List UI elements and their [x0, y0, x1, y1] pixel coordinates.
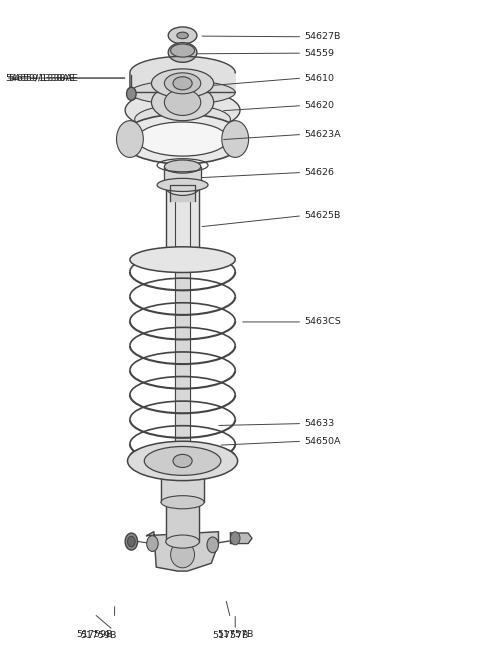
- Ellipse shape: [130, 443, 235, 469]
- Ellipse shape: [137, 122, 228, 156]
- Text: 51759B: 51759B: [76, 630, 112, 639]
- Text: 54659/1338AE: 54659/1338AE: [5, 74, 75, 83]
- Polygon shape: [164, 167, 201, 185]
- Ellipse shape: [127, 87, 136, 101]
- Ellipse shape: [144, 447, 221, 476]
- Polygon shape: [166, 502, 199, 541]
- Ellipse shape: [230, 532, 240, 545]
- Ellipse shape: [152, 69, 214, 98]
- Text: 54626: 54626: [305, 168, 335, 177]
- Ellipse shape: [166, 248, 199, 264]
- Ellipse shape: [128, 442, 238, 481]
- Ellipse shape: [135, 105, 230, 134]
- Polygon shape: [130, 57, 235, 93]
- Ellipse shape: [222, 121, 249, 158]
- Ellipse shape: [152, 84, 214, 121]
- Ellipse shape: [157, 178, 208, 191]
- Polygon shape: [175, 167, 190, 532]
- Ellipse shape: [170, 541, 194, 568]
- Ellipse shape: [161, 462, 204, 478]
- Text: 54623A: 54623A: [305, 130, 341, 139]
- Text: 54610: 54610: [305, 74, 335, 83]
- Text: 5463CS: 5463CS: [305, 317, 341, 327]
- Ellipse shape: [161, 495, 204, 509]
- Ellipse shape: [170, 44, 194, 57]
- Ellipse shape: [128, 536, 135, 547]
- Ellipse shape: [168, 27, 197, 44]
- Ellipse shape: [125, 89, 240, 131]
- Polygon shape: [170, 185, 195, 201]
- Ellipse shape: [130, 247, 235, 273]
- Text: 51757B: 51757B: [212, 631, 249, 641]
- Polygon shape: [230, 533, 252, 543]
- Text: 54559: 54559: [305, 49, 335, 58]
- Ellipse shape: [166, 179, 199, 195]
- Ellipse shape: [166, 535, 199, 548]
- Ellipse shape: [173, 455, 192, 468]
- Polygon shape: [166, 187, 199, 256]
- Ellipse shape: [173, 77, 192, 90]
- Text: 54620: 54620: [305, 101, 335, 110]
- Ellipse shape: [130, 81, 235, 104]
- Ellipse shape: [207, 537, 218, 553]
- Ellipse shape: [177, 32, 188, 39]
- Ellipse shape: [125, 533, 138, 550]
- Text: 54625B: 54625B: [305, 212, 341, 220]
- Ellipse shape: [147, 535, 158, 551]
- Text: 54627B: 54627B: [305, 32, 341, 41]
- Ellipse shape: [168, 43, 197, 62]
- Ellipse shape: [164, 160, 201, 173]
- Text: 54633: 54633: [305, 419, 335, 428]
- Text: 54659/1338AE: 54659/1338AE: [8, 74, 78, 83]
- Ellipse shape: [164, 89, 201, 116]
- Ellipse shape: [164, 73, 201, 94]
- Polygon shape: [147, 532, 218, 571]
- Polygon shape: [161, 470, 204, 502]
- Ellipse shape: [120, 114, 245, 164]
- Text: 51759B: 51759B: [81, 631, 117, 641]
- Text: 54650A: 54650A: [305, 437, 341, 445]
- Ellipse shape: [117, 121, 144, 158]
- Text: 51757B: 51757B: [217, 630, 253, 639]
